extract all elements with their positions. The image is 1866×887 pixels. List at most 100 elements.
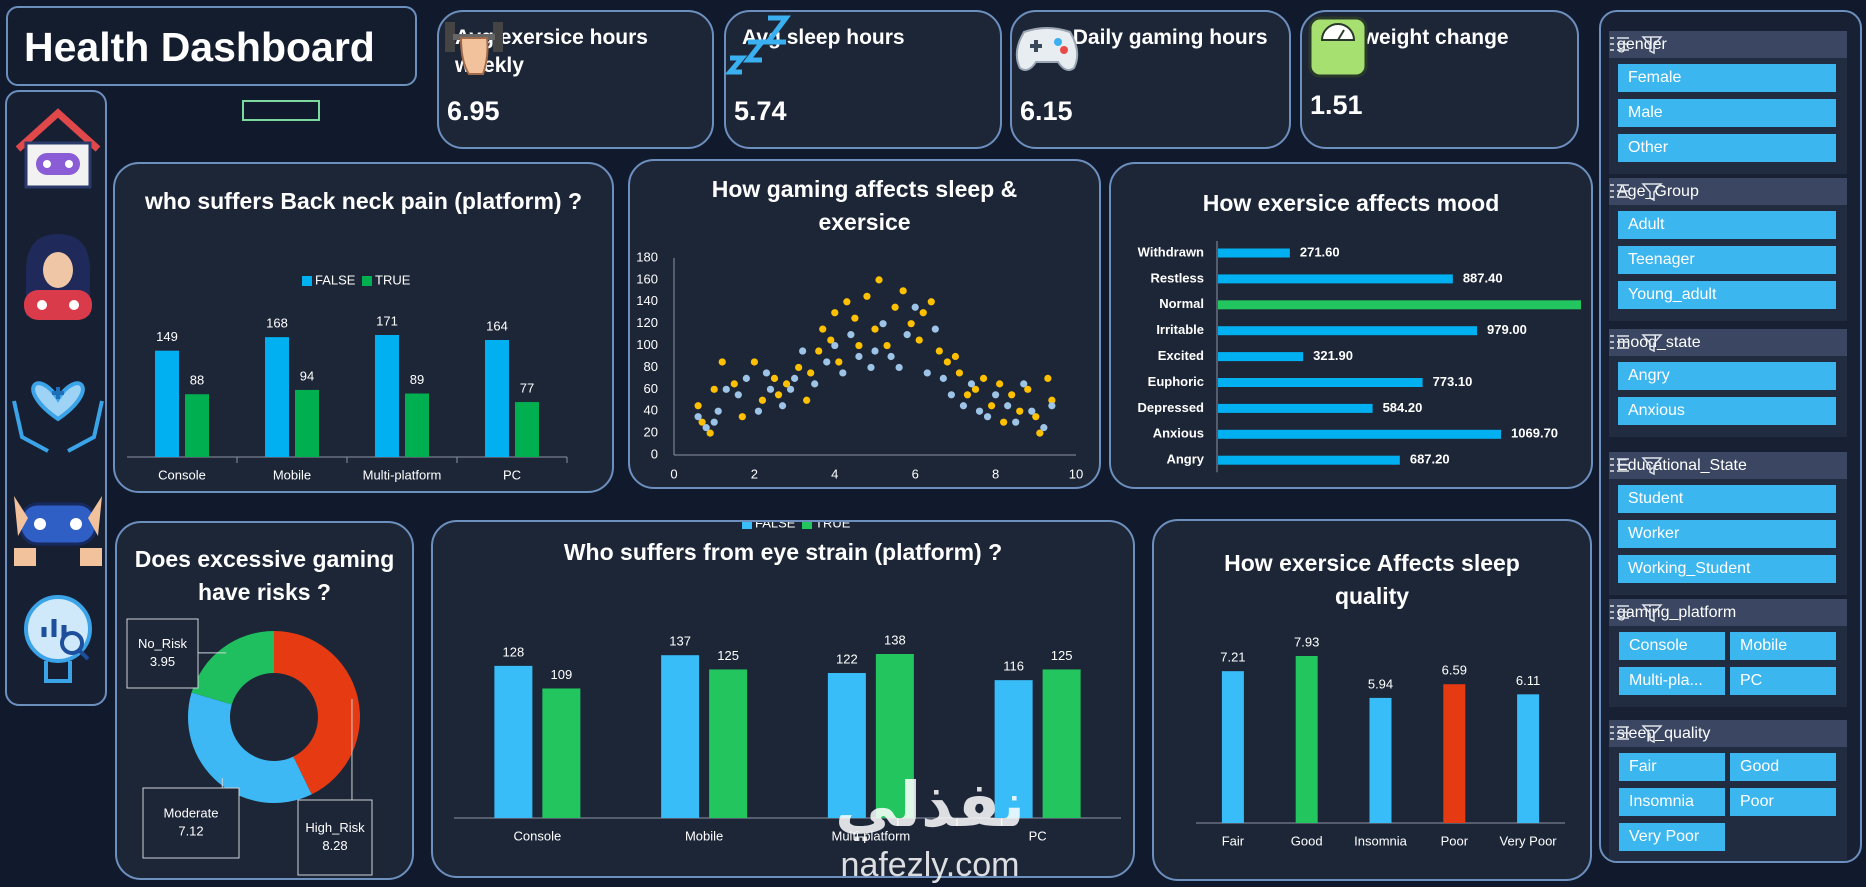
data-label: 109	[551, 667, 573, 682]
x-tick-label: Mobile	[273, 467, 311, 482]
slicer-item[interactable]: Working_Student	[1618, 555, 1836, 583]
slicer-icons	[1610, 604, 1663, 623]
dashboard-title: Health Dashboard	[24, 24, 375, 70]
chart: Withdrawn 271.60 Restless 887.40 Normal 1371.…	[1138, 241, 1581, 473]
slicer-item[interactable]: Console	[1619, 632, 1725, 660]
slicer-item[interactable]: Poor	[1730, 788, 1836, 816]
point	[694, 402, 702, 410]
point	[742, 374, 750, 382]
slicer-item[interactable]: Insomnia	[1619, 788, 1725, 816]
chart: 0 20 40 60 80 100 120 140 160 180 0 2 4 6 8 10	[636, 249, 1083, 481]
data-label: 773.10	[1433, 374, 1473, 389]
point	[799, 347, 807, 355]
point	[718, 358, 726, 366]
watermark-url: nafezly.com	[840, 846, 1020, 884]
bar	[1221, 671, 1244, 823]
bar	[185, 394, 209, 457]
point	[762, 369, 771, 377]
slicer-item[interactable]: Fair	[1619, 753, 1725, 781]
x-tick-label: Multi-platform	[832, 828, 911, 843]
scale-icon	[1308, 16, 1368, 78]
x-tick-label: Console	[158, 467, 206, 482]
slice-label: Moderate	[164, 805, 219, 820]
x-tick-label: 8	[992, 466, 999, 481]
chart: Console 128 109 Mobile 137 125 Multi-platform 1…	[454, 522, 1121, 843]
chart-panel: How exersice affects mood Withdrawn 271.6…	[1109, 162, 1593, 489]
data-label: 94	[300, 368, 314, 383]
slicer-item[interactable]: Female	[1618, 64, 1836, 92]
kpi-card: Avg sleep hours 5.74	[724, 10, 1002, 149]
x-tick-label: 0	[670, 466, 677, 481]
filter-icon	[1641, 183, 1663, 202]
bar	[1218, 248, 1290, 258]
point	[919, 309, 927, 317]
slicer: sleep_quality Fair Good Insomnia Poor Very Po…	[1609, 720, 1847, 861]
point	[895, 363, 903, 372]
point	[871, 325, 879, 333]
donut-slice	[191, 631, 274, 705]
bar	[827, 673, 866, 818]
slicer-item[interactable]: Young_adult	[1618, 281, 1836, 309]
slicer-item[interactable]: Teenager	[1618, 246, 1836, 274]
donut-slice	[274, 631, 361, 795]
chart-panel: who suffers Back neck pain (platform) ? …	[113, 162, 614, 493]
slicer-item[interactable]: Very Poor	[1619, 823, 1725, 851]
slicer-item[interactable]: Angry	[1618, 362, 1836, 390]
bar	[485, 339, 509, 457]
y-tick-label: Anxious	[1153, 426, 1204, 441]
gamer-icon	[24, 234, 92, 320]
legend-label: FALSE	[755, 522, 796, 530]
data-label: 584.20	[1383, 400, 1423, 415]
label-box	[297, 799, 373, 876]
slicer-item[interactable]: Multi-pla...	[1619, 667, 1725, 695]
slicer-item[interactable]: Other	[1618, 134, 1836, 162]
chart-title: who suffers Back neck pain (platform) ?	[144, 188, 583, 214]
point	[1008, 391, 1016, 399]
bar	[1443, 684, 1466, 823]
point	[987, 402, 996, 410]
point	[951, 352, 959, 361]
bar	[1369, 697, 1392, 823]
chart-panel: How gaming affects sleep & exersice 0 20 4…	[628, 159, 1101, 489]
chart-panel: Who suffers from eye strain (platform) ?…	[431, 520, 1135, 878]
point	[730, 380, 738, 388]
bar	[1218, 378, 1423, 387]
slicer-item[interactable]: Male	[1618, 99, 1836, 127]
slicer-item[interactable]: Anxious	[1618, 397, 1836, 425]
slicer-item[interactable]: Mobile	[1730, 632, 1836, 660]
slicer-item[interactable]: Student	[1618, 485, 1836, 513]
slicer-item[interactable]: PC	[1730, 667, 1836, 695]
selected-cell	[242, 100, 320, 121]
point	[903, 331, 911, 339]
point	[839, 369, 847, 377]
point	[835, 358, 843, 366]
point	[871, 347, 879, 355]
point	[807, 369, 815, 377]
slicer-item[interactable]: Good	[1730, 753, 1836, 781]
x-tick-label: Poor	[1441, 833, 1469, 848]
bar	[661, 655, 700, 818]
bar	[265, 337, 289, 457]
data-label: 125	[1051, 648, 1073, 663]
slicer-item[interactable]: Worker	[1618, 520, 1836, 548]
point	[766, 385, 775, 393]
point	[694, 413, 702, 421]
point	[1048, 402, 1056, 410]
point	[975, 407, 984, 415]
data-label: 7.93	[1294, 634, 1319, 649]
data-label: 7.21	[1220, 650, 1245, 665]
bar	[494, 665, 533, 818]
point	[959, 402, 968, 410]
y-tick-label: Normal	[1159, 296, 1204, 311]
slice-value: 3.95	[150, 654, 175, 669]
icon-bar	[5, 90, 107, 706]
point	[710, 385, 718, 393]
bar	[1517, 694, 1540, 823]
x-tick-label: Very Poor	[1500, 833, 1558, 848]
slicer-item[interactable]: Adult	[1618, 211, 1836, 239]
point	[831, 309, 839, 317]
legend-swatch	[802, 522, 812, 529]
bar	[1218, 403, 1373, 413]
point	[774, 391, 783, 399]
